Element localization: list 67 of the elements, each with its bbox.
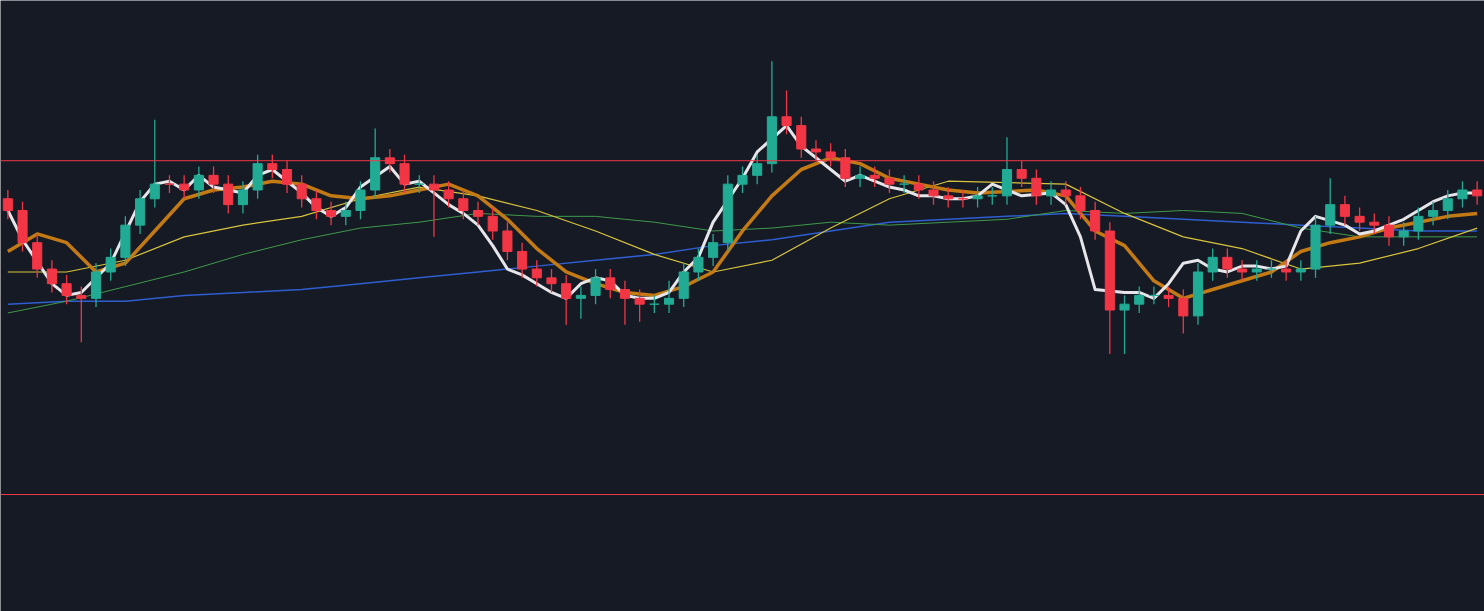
- candlestick: [1046, 180, 1057, 206]
- candlestick: [1281, 259, 1292, 282]
- candlestick: [252, 154, 263, 200]
- candlestick: [311, 189, 322, 220]
- candlestick: [179, 174, 190, 200]
- candlestick: [1295, 259, 1306, 282]
- candlestick: [1148, 285, 1159, 305]
- candlestick: [1163, 285, 1174, 308]
- candlestick: [899, 174, 910, 194]
- candlestick: [502, 221, 513, 261]
- candlestick: [561, 274, 572, 326]
- candlestick: [120, 215, 131, 267]
- candlestick: [884, 168, 895, 194]
- candlestick: [2, 189, 13, 220]
- candlestick: [1457, 180, 1468, 209]
- candlestick: [1237, 259, 1248, 282]
- candlestick: [1134, 285, 1145, 314]
- candlestick: [737, 165, 748, 194]
- candlestick: [355, 180, 366, 220]
- candlestick: [149, 119, 160, 209]
- candlestick: [340, 201, 351, 226]
- candlestick: [428, 174, 439, 238]
- candlestick: [1031, 168, 1042, 206]
- candlestick: [972, 186, 983, 209]
- candlestick: [1472, 180, 1483, 206]
- candlestick: [693, 247, 704, 282]
- candlestick: [678, 262, 689, 308]
- candlestick: [869, 165, 880, 188]
- candlestick: [32, 233, 43, 279]
- candlestick: [443, 180, 454, 209]
- candlestick: [1104, 221, 1115, 355]
- candlestick: [590, 268, 601, 305]
- candlestick: [296, 174, 307, 209]
- candlestick: [1442, 189, 1453, 220]
- candlestick: [223, 174, 234, 215]
- candlestick: [722, 174, 733, 253]
- candlestick: [1369, 212, 1380, 235]
- candlestick: [1354, 206, 1365, 232]
- candlestick: [943, 186, 954, 209]
- candlestick: [76, 285, 87, 343]
- candlestick: [487, 206, 498, 241]
- candlestick: [1075, 186, 1086, 220]
- candlestick: [752, 154, 763, 185]
- candlestick: [1310, 215, 1321, 279]
- candlestick: [1413, 206, 1424, 241]
- candlestick: [928, 180, 939, 206]
- candlestick: [531, 259, 542, 288]
- candlestick: [1060, 180, 1071, 206]
- candlestick: [105, 247, 116, 282]
- candlestick: [17, 201, 28, 253]
- candlestick: [546, 268, 557, 294]
- candlestick: [1207, 247, 1218, 282]
- candlestick: [957, 189, 968, 209]
- candlestick: [913, 174, 924, 200]
- candlestick: [1178, 288, 1189, 335]
- candlestick: [1325, 177, 1336, 235]
- candlestick: [634, 288, 645, 323]
- candlestick: [1398, 221, 1409, 247]
- candlestick: [781, 89, 792, 136]
- candlestick: [605, 268, 616, 299]
- candlestick: [1251, 259, 1262, 282]
- candlestick: [1222, 247, 1233, 279]
- candlestick: [458, 189, 469, 220]
- candlestick: [1119, 294, 1130, 355]
- candlestick: [61, 274, 72, 305]
- candlestick: [796, 116, 807, 159]
- candlestick: [208, 165, 219, 194]
